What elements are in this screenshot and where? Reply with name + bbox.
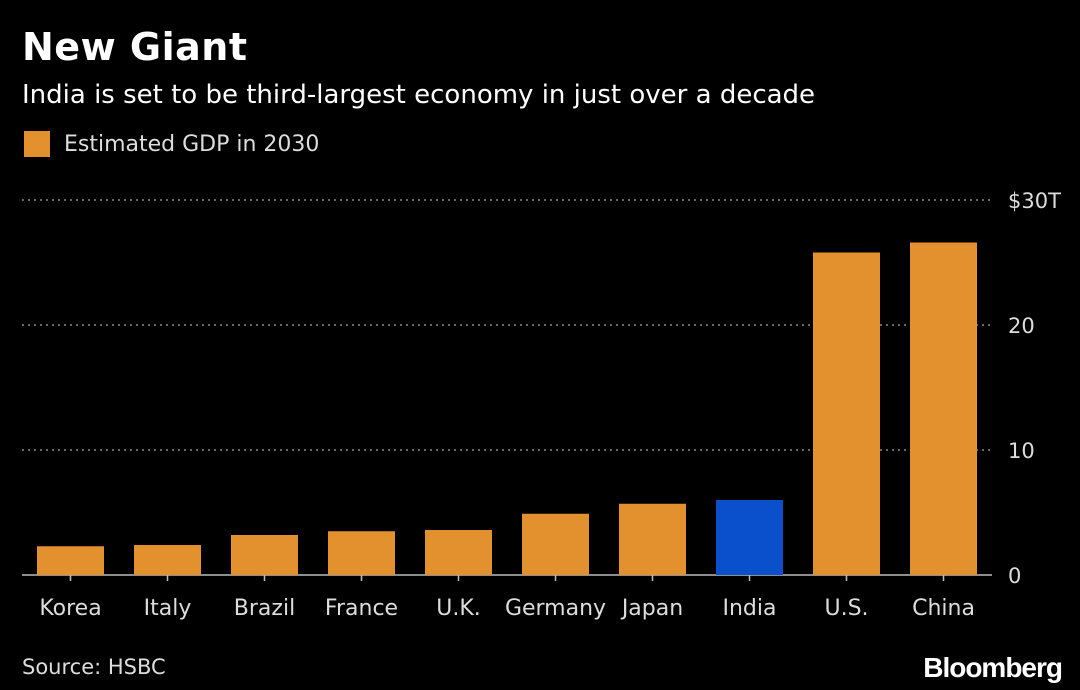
y-tick-label: $30T bbox=[1008, 189, 1061, 213]
legend: Estimated GDP in 2030 bbox=[24, 131, 319, 157]
legend-swatch bbox=[24, 131, 50, 157]
x-tick-label: China bbox=[912, 596, 975, 621]
x-tick-label: Korea bbox=[39, 596, 101, 621]
x-tick-label: U.S. bbox=[824, 596, 868, 621]
chart-subtitle: India is set to be third-largest economy… bbox=[22, 80, 816, 110]
chart-title: New Giant bbox=[22, 25, 248, 69]
bar-china bbox=[910, 242, 977, 575]
bar-india bbox=[716, 500, 783, 575]
x-tick-label: Germany bbox=[505, 596, 606, 621]
bar-us bbox=[813, 252, 880, 575]
x-tick-label: India bbox=[723, 596, 777, 621]
x-tick-label: France bbox=[325, 596, 398, 621]
y-tick-label: 10 bbox=[1008, 439, 1035, 463]
legend-label: Estimated GDP in 2030 bbox=[64, 131, 320, 157]
y-tick-label: 0 bbox=[1008, 564, 1021, 588]
x-tick-label: Japan bbox=[620, 596, 683, 621]
bloomberg-logo: Bloomberg bbox=[923, 652, 1063, 683]
bar-japan bbox=[619, 503, 686, 575]
x-tick-label: Italy bbox=[144, 596, 192, 621]
x-tick-label: U.K. bbox=[436, 596, 481, 621]
source-note: Source: HSBC bbox=[22, 655, 166, 679]
bar-italy bbox=[134, 545, 201, 575]
x-tick-label: Brazil bbox=[234, 596, 295, 621]
bar-korea bbox=[37, 546, 104, 575]
bar-brazil bbox=[231, 535, 298, 575]
y-tick-label: 20 bbox=[1008, 314, 1035, 338]
bar-germany bbox=[522, 513, 589, 575]
bar-uk bbox=[425, 530, 492, 575]
bar-france bbox=[328, 531, 395, 575]
